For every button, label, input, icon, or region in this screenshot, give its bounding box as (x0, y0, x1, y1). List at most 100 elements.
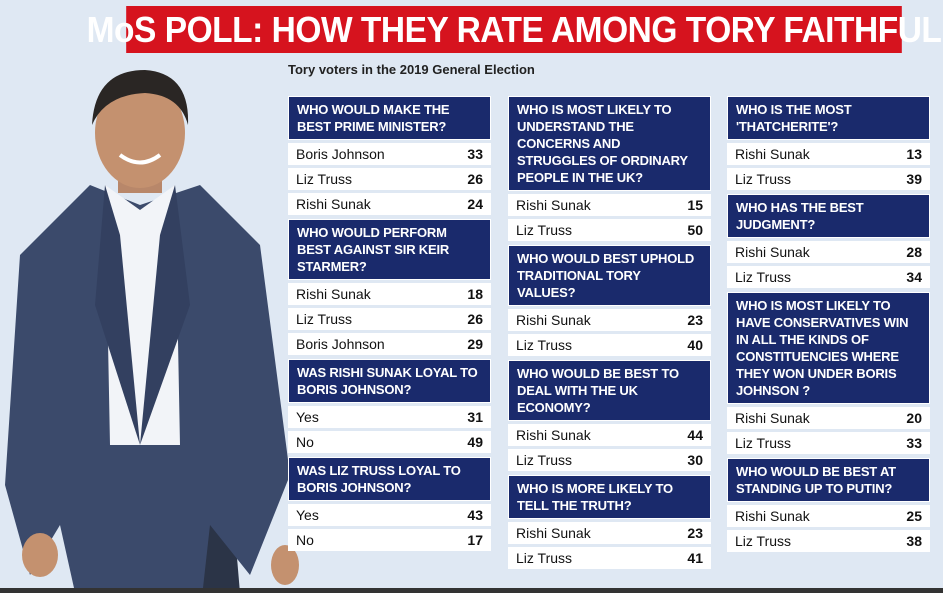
answer-row: Liz Truss 26 (288, 308, 491, 330)
answer-label: Liz Truss (516, 337, 573, 353)
answer-row: Rishi Sunak 13 (727, 143, 930, 165)
answer-label: Yes (296, 409, 319, 425)
answer-value: 13 (906, 146, 922, 162)
answer-row: No 17 (288, 529, 491, 551)
question-header: WHO HAS THE BEST JUDGMENT? (727, 194, 930, 238)
question-header: WHO WOULD BE BEST TO DEAL WITH THE UK EC… (508, 360, 711, 421)
answer-row: Liz Truss 39 (727, 168, 930, 190)
answer-value: 23 (687, 312, 703, 328)
bottom-divider (0, 588, 943, 593)
answer-value: 43 (467, 507, 483, 523)
answer-row: Rishi Sunak 25 (727, 505, 930, 527)
answer-row: Rishi Sunak 23 (508, 309, 711, 331)
poll-question-block: WHO HAS THE BEST JUDGMENT? Rishi Sunak 28… (727, 194, 930, 288)
answer-value: 18 (467, 286, 483, 302)
answer-row: Rishi Sunak 28 (727, 241, 930, 263)
answer-label: No (296, 532, 314, 548)
question-header: WHO IS MOST LIKELY TO HAVE CONSERVATIVES… (727, 292, 930, 404)
answer-label: Boris Johnson (296, 336, 385, 352)
answer-value: 41 (687, 550, 703, 566)
answer-row: Liz Truss 40 (508, 334, 711, 356)
question-header: WAS RISHI SUNAK LOYAL TO BORIS JOHNSON? (288, 359, 491, 403)
answer-row: Rishi Sunak 44 (508, 424, 711, 446)
answer-row: Yes 31 (288, 406, 491, 428)
question-header: WHO WOULD BE BEST AT STANDING UP TO PUTI… (727, 458, 930, 502)
answer-label: Rishi Sunak (516, 312, 591, 328)
answer-row: Liz Truss 38 (727, 530, 930, 552)
answer-value: 17 (467, 532, 483, 548)
answer-row: Boris Johnson 29 (288, 333, 491, 355)
answer-value: 33 (906, 435, 922, 451)
answer-label: Rishi Sunak (735, 146, 810, 162)
answer-row: Liz Truss 26 (288, 168, 491, 190)
question-header: WHO WOULD BEST UPHOLD TRADITIONAL TORY V… (508, 245, 711, 306)
answer-value: 24 (467, 196, 483, 212)
answer-label: Yes (296, 507, 319, 523)
answer-value: 26 (467, 311, 483, 327)
answer-label: Rishi Sunak (516, 197, 591, 213)
poll-question-block: WHO WOULD BEST UPHOLD TRADITIONAL TORY V… (508, 245, 711, 356)
poll-question-block: WHO IS MOST LIKELY TO UNDERSTAND THE CON… (508, 96, 711, 241)
answer-label: Rishi Sunak (296, 196, 371, 212)
poll-question-block: WHO WOULD PERFORM BEST AGAINST SIR KEIR … (288, 219, 491, 355)
answer-value: 30 (687, 452, 703, 468)
poll-question-block: WAS RISHI SUNAK LOYAL TO BORIS JOHNSON? … (288, 359, 491, 453)
poll-column-3: WHO IS THE MOST 'THATCHERITE'? Rishi Sun… (727, 96, 930, 556)
question-header: WHO WOULD PERFORM BEST AGAINST SIR KEIR … (288, 219, 491, 280)
answer-row: Boris Johnson 33 (288, 143, 491, 165)
answer-label: Liz Truss (735, 435, 792, 451)
answer-label: Rishi Sunak (516, 427, 591, 443)
poll-question-block: WHO IS THE MOST 'THATCHERITE'? Rishi Sun… (727, 96, 930, 190)
answer-row: Liz Truss 41 (508, 547, 711, 569)
answer-row: Liz Truss 50 (508, 219, 711, 241)
answer-label: Rishi Sunak (735, 410, 810, 426)
question-header: WHO IS MOST LIKELY TO UNDERSTAND THE CON… (508, 96, 711, 191)
person-photo (5, 70, 299, 593)
poll-question-block: WHO WOULD MAKE THE BEST PRIME MINISTER? … (288, 96, 491, 215)
answer-value: 33 (467, 146, 483, 162)
answer-label: Rishi Sunak (516, 525, 591, 541)
answer-label: Liz Truss (735, 269, 792, 285)
poll-question-block: WAS LIZ TRUSS LOYAL TO BORIS JOHNSON? Ye… (288, 457, 491, 551)
answer-value: 25 (906, 508, 922, 524)
answer-label: Rishi Sunak (735, 508, 810, 524)
poll-column-2: WHO IS MOST LIKELY TO UNDERSTAND THE CON… (508, 96, 711, 573)
answer-label: Rishi Sunak (735, 244, 810, 260)
answer-label: Boris Johnson (296, 146, 385, 162)
answer-label: Liz Truss (516, 222, 573, 238)
answer-row: Liz Truss 33 (727, 432, 930, 454)
answer-row: Rishi Sunak 15 (508, 194, 711, 216)
answer-value: 23 (687, 525, 703, 541)
question-header: WHO WOULD MAKE THE BEST PRIME MINISTER? (288, 96, 491, 140)
page-title: MoS POLL: HOW THEY RATE AMONG TORY FAITH… (87, 6, 942, 53)
answer-value: 29 (467, 336, 483, 352)
answer-row: No 49 (288, 431, 491, 453)
answer-value: 34 (906, 269, 922, 285)
answer-value: 50 (687, 222, 703, 238)
poll-question-block: WHO WOULD BE BEST AT STANDING UP TO PUTI… (727, 458, 930, 552)
answer-row: Rishi Sunak 24 (288, 193, 491, 215)
answer-row: Rishi Sunak 23 (508, 522, 711, 544)
answer-value: 15 (687, 197, 703, 213)
answer-value: 26 (467, 171, 483, 187)
poll-question-block: WHO IS MORE LIKELY TO TELL THE TRUTH? Ri… (508, 475, 711, 569)
answer-value: 40 (687, 337, 703, 353)
answer-label: Liz Truss (735, 533, 792, 549)
answer-value: 44 (687, 427, 703, 443)
poll-column-1: WHO WOULD MAKE THE BEST PRIME MINISTER? … (288, 96, 491, 555)
answer-row: Liz Truss 34 (727, 266, 930, 288)
answer-value: 28 (906, 244, 922, 260)
answer-row: Liz Truss 30 (508, 449, 711, 471)
answer-value: 49 (467, 434, 483, 450)
poll-question-block: WHO WOULD BE BEST TO DEAL WITH THE UK EC… (508, 360, 711, 471)
question-header: WAS LIZ TRUSS LOYAL TO BORIS JOHNSON? (288, 457, 491, 501)
answer-row: Yes 43 (288, 504, 491, 526)
poll-question-block: WHO IS MOST LIKELY TO HAVE CONSERVATIVES… (727, 292, 930, 454)
answer-label: Liz Truss (516, 550, 573, 566)
answer-label: Liz Truss (296, 311, 353, 327)
answer-row: Rishi Sunak 20 (727, 407, 930, 429)
answer-label: Rishi Sunak (296, 286, 371, 302)
answer-value: 20 (906, 410, 922, 426)
answer-value: 31 (467, 409, 483, 425)
answer-row: Rishi Sunak 18 (288, 283, 491, 305)
